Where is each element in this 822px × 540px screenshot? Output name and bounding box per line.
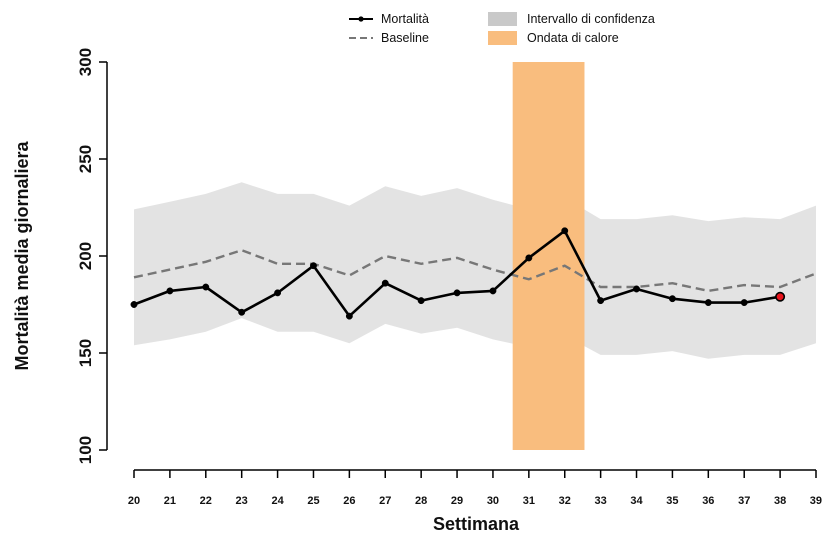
y-axis-title: Mortalità media giornaliera xyxy=(12,140,32,370)
legend-label-mortalita: Mortalità xyxy=(381,12,429,26)
x-tick-label-21: 21 xyxy=(164,495,176,507)
x-tick-label-34: 34 xyxy=(630,495,643,507)
legend-label-intervallo: Intervallo di confidenza xyxy=(527,12,655,26)
mortality-point-week-21 xyxy=(166,287,174,295)
mortality-point-week-25 xyxy=(310,262,317,270)
y-tick-label-200: 200 xyxy=(76,242,95,270)
mortality-point-week-33 xyxy=(597,297,605,305)
mortality-point-week-38 xyxy=(775,291,786,302)
mortality-point-week-35 xyxy=(668,295,676,303)
x-tick-label-22: 22 xyxy=(200,495,212,507)
x-tick-label-23: 23 xyxy=(236,495,248,507)
y-tick-label-150: 150 xyxy=(76,339,95,367)
mortality-point-week-24 xyxy=(274,289,282,297)
mortality-point-week-36 xyxy=(704,299,712,307)
mortality-point-week-29 xyxy=(453,289,461,297)
heatwave-band-layer xyxy=(512,62,585,450)
x-tick-label-38: 38 xyxy=(774,495,786,507)
x-tick-label-33: 33 xyxy=(595,495,607,507)
x-tick-label-39: 39 xyxy=(810,495,822,507)
heatwave-band xyxy=(512,62,585,450)
mortality-point-week-34 xyxy=(633,285,640,293)
confidence-band-layer xyxy=(134,182,816,359)
mortality-point-week-28 xyxy=(417,297,425,305)
legend-intervallo-swatch xyxy=(488,12,517,26)
x-tick-label-32: 32 xyxy=(559,495,571,507)
legend-item-intervallo: Intervallo di confidenza xyxy=(488,12,655,26)
legend-ondata-swatch xyxy=(488,31,517,45)
legend: Mortalità Baseline Intervallo di confide… xyxy=(349,12,655,45)
x-tick-label-30: 30 xyxy=(487,495,499,507)
baseline-line xyxy=(133,248,817,293)
y-axis: 100 150 200 250 300 xyxy=(76,48,108,464)
legend-mortalita-swatch-point xyxy=(358,16,364,22)
x-axis-title: Settimana xyxy=(433,514,520,534)
baseline-line-layer xyxy=(133,248,817,293)
x-tick-label-36: 36 xyxy=(702,495,714,507)
x-tick-label-28: 28 xyxy=(415,495,427,507)
mortality-point-week-23 xyxy=(238,308,246,316)
mortality-point-week-26 xyxy=(345,312,353,320)
legend-label-ondata: Ondata di calore xyxy=(527,31,619,45)
mortality-point-week-31 xyxy=(525,254,533,262)
mortality-point-week-32 xyxy=(561,227,569,235)
mortality-line-layer xyxy=(130,227,786,320)
x-tick-label-20: 20 xyxy=(128,495,140,507)
legend-item-baseline: Baseline xyxy=(349,31,429,45)
x-tick-label-37: 37 xyxy=(738,495,750,507)
x-tick-label-26: 26 xyxy=(343,495,355,507)
x-axis: 20 21 22 23 24 25 26 27 28 29 30 31 32 33 34 35 36 37 38 39 xyxy=(128,469,822,507)
x-tick-label-35: 35 xyxy=(666,495,678,507)
mortality-point-week-37 xyxy=(740,299,748,307)
x-tick-label-24: 24 xyxy=(271,495,284,507)
mortality-point-week-27 xyxy=(381,279,389,287)
y-tick-label-300: 300 xyxy=(76,48,95,76)
mortality-point-week-30 xyxy=(489,287,497,295)
x-tick-label-27: 27 xyxy=(379,495,391,507)
y-tick-label-100: 100 xyxy=(76,436,95,464)
legend-item-mortalita: Mortalità xyxy=(349,12,429,26)
confidence-interval-band xyxy=(134,182,816,359)
mortality-point-week-20 xyxy=(130,301,138,308)
x-tick-label-31: 31 xyxy=(523,495,535,507)
legend-item-ondata: Ondata di calore xyxy=(488,31,619,45)
y-tick-label-250: 250 xyxy=(76,145,95,173)
x-tick-label-29: 29 xyxy=(451,495,463,507)
legend-label-baseline: Baseline xyxy=(381,31,429,45)
mortality-point-week-22 xyxy=(202,283,210,291)
x-tick-label-25: 25 xyxy=(307,495,319,507)
